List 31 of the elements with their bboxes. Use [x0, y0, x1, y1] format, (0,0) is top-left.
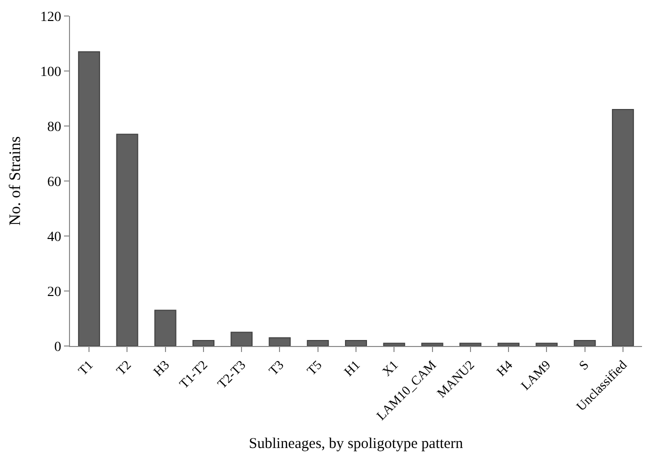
x-tick-label: T1	[74, 357, 96, 378]
bar	[498, 342, 520, 346]
bar	[383, 342, 406, 346]
y-tick-label: 100	[40, 64, 62, 80]
bar	[116, 134, 138, 346]
bar	[78, 51, 100, 346]
x-tick-label: T5	[304, 357, 325, 378]
x-tick-label: T2	[113, 357, 134, 378]
bar	[459, 342, 482, 346]
bar	[421, 342, 444, 346]
bar	[230, 332, 253, 346]
y-tick-label: 20	[47, 284, 62, 300]
y-tick-label: 120	[40, 10, 62, 25]
x-axis-title: Sublineages, by spoligotype pattern	[248, 436, 464, 452]
x-tick-label: H4	[493, 356, 516, 380]
bar	[192, 340, 214, 346]
y-tick-label: 60	[47, 174, 62, 190]
bar	[306, 340, 329, 346]
y-tick-label: 40	[47, 230, 62, 245]
x-tick-label: H1	[340, 357, 363, 380]
bar	[612, 109, 634, 346]
bar	[268, 337, 291, 346]
y-tick-label: 0	[54, 340, 62, 355]
x-tick-label: H3	[150, 357, 172, 380]
bar	[536, 342, 558, 346]
bar	[154, 310, 176, 346]
bar	[345, 340, 367, 346]
x-tick-label: T3	[266, 357, 286, 378]
bar	[574, 340, 596, 346]
y-axis-title: No. of Strains	[7, 136, 24, 226]
y-tick-label: 80	[47, 120, 62, 135]
